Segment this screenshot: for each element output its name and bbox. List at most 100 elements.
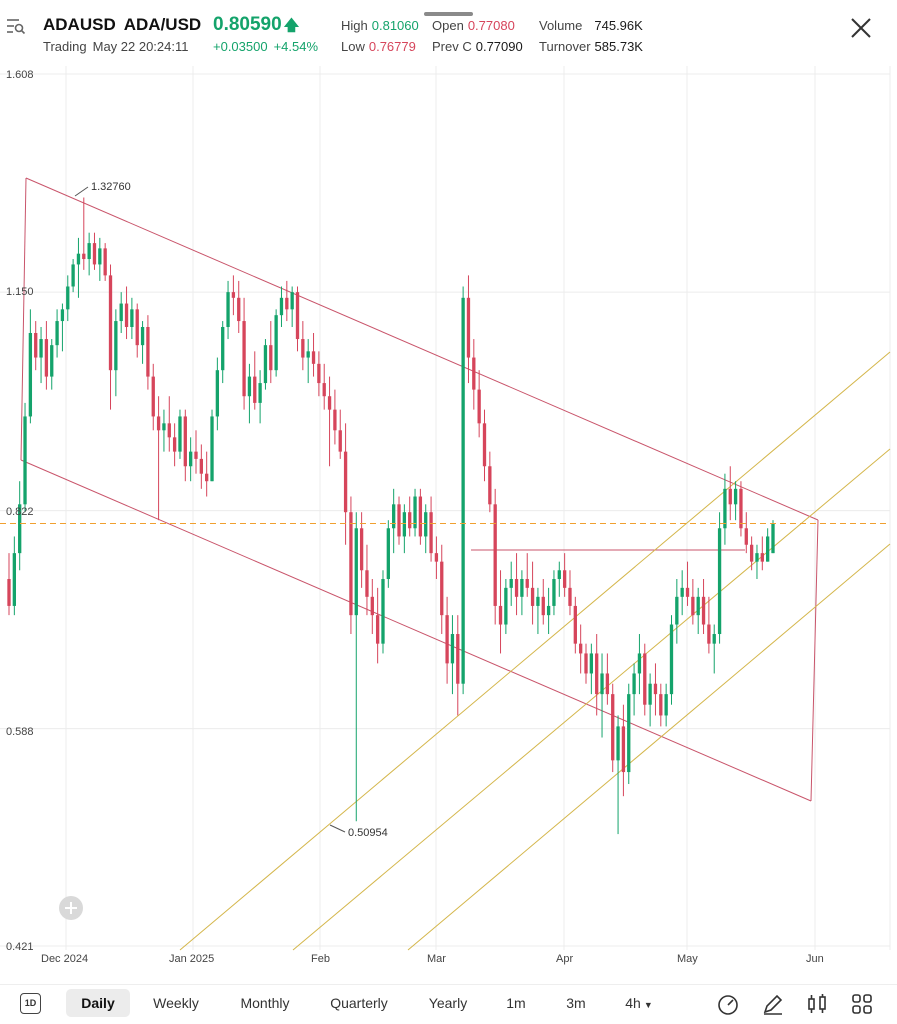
symbol-title: ADAUSD ADA/USD (43, 15, 209, 35)
draw-pencil-icon[interactable] (761, 992, 785, 1016)
candle-up (279, 297, 284, 316)
candle-up (520, 578, 524, 597)
candle-down (482, 423, 487, 467)
candle-up (55, 321, 59, 346)
change-percent: +4.54% (273, 39, 319, 54)
candle-down (343, 451, 348, 513)
chart-canvas[interactable]: 1.608 1.150 0.822 0.588 0.421 1.32760 0.… (0, 66, 897, 984)
candle-down (172, 437, 177, 452)
candle-down (205, 473, 209, 482)
tab-more-timeframes[interactable]: 4h ▼ (621, 989, 657, 1017)
candle-down (653, 683, 658, 695)
candlestick-type-icon[interactable] (805, 992, 829, 1016)
candle-up (402, 512, 407, 537)
candle-down (541, 596, 545, 616)
candle-down (514, 578, 519, 597)
candle-down (82, 253, 86, 260)
candle-up (130, 309, 134, 327)
candle-up (60, 309, 65, 322)
candle-down (349, 512, 353, 616)
candle-up (274, 315, 278, 371)
candle-down (7, 578, 11, 606)
stat-prev-close: Prev C 0.77090 (432, 39, 523, 54)
candle-down (231, 292, 236, 298)
candle-down (760, 553, 764, 562)
tab-3m[interactable]: 3m (566, 995, 586, 1011)
candle-down (151, 376, 155, 417)
candle-down (456, 634, 460, 684)
grid-layout-icon[interactable] (850, 992, 874, 1016)
grid-lines (0, 66, 891, 950)
rising-channel-middle[interactable] (292, 448, 891, 951)
candle-down (493, 504, 497, 606)
candle-up (258, 383, 262, 403)
low-marker-leader (329, 824, 346, 833)
y-tick-label: 1.150 (6, 286, 34, 298)
candle-up (648, 683, 652, 705)
rising-channel-lower[interactable] (407, 543, 891, 951)
trendline-drawings[interactable] (20, 177, 891, 951)
candle-down (749, 544, 754, 562)
close-icon[interactable] (849, 16, 873, 40)
tab-weekly[interactable]: Weekly (153, 995, 199, 1011)
candle-down (691, 596, 695, 616)
drag-handle[interactable] (424, 12, 473, 16)
x-tick-label: Mar (427, 953, 446, 965)
x-tick-label: Dec 2024 (41, 953, 88, 965)
candle-down (605, 673, 610, 695)
candle-down (573, 605, 577, 644)
channel-lower-line[interactable] (20, 459, 812, 802)
y-axis: 1.608 1.150 0.822 0.588 0.421 (6, 69, 34, 953)
tab-daily[interactable]: Daily (66, 989, 130, 1017)
rising-channel-upper[interactable] (179, 351, 891, 951)
candle-up (162, 423, 166, 431)
candle-up (717, 528, 722, 635)
change-value: +0.03500 (213, 39, 268, 54)
tab-yearly[interactable]: Yearly (428, 995, 468, 1011)
candle-up (509, 578, 513, 588)
candle-down (301, 339, 305, 358)
candle-up (504, 587, 508, 625)
add-indicator-button[interactable] (59, 896, 83, 920)
candle-down (34, 332, 38, 358)
candle-up (98, 248, 102, 265)
candle-down (135, 309, 139, 346)
candle-down (322, 383, 326, 397)
candle-up (712, 634, 716, 644)
channel-right-edge[interactable] (810, 519, 819, 802)
high-marker-label: 1.32760 (91, 181, 131, 193)
candle-down (108, 275, 113, 371)
candle-down (317, 363, 321, 384)
candle-up (616, 726, 620, 761)
stat-low: Low 0.76779 (341, 39, 416, 54)
candle-up (600, 673, 604, 695)
x-tick-label: Apr (556, 953, 573, 965)
channel-left-edge[interactable] (20, 177, 27, 461)
candle-up (226, 292, 230, 327)
candle-down (408, 512, 412, 529)
candle-up (680, 587, 684, 597)
tab-monthly[interactable]: Monthly (240, 995, 290, 1011)
candle-up (669, 624, 674, 695)
bottom-toolbar: 1D Daily Weekly Monthly Quarterly Yearly… (0, 984, 897, 1024)
high-marker-leader (74, 186, 89, 197)
candle-down (739, 488, 743, 529)
candle-down (595, 653, 599, 695)
candle-up (290, 292, 294, 310)
candle-up (23, 416, 27, 505)
candle-down (621, 726, 626, 773)
candle-up (723, 488, 727, 529)
price-chart[interactable]: 1.608 1.150 0.822 0.588 0.421 1.32760 0.… (0, 66, 897, 984)
candle-up (733, 488, 738, 505)
interval-icon[interactable]: 1D (20, 993, 41, 1014)
candle-up (771, 523, 775, 554)
candle-down (183, 416, 187, 467)
candle-up (424, 512, 428, 537)
x-axis: Dec 2024 Jan 2025 Feb Mar Apr May Jun (41, 953, 824, 965)
tab-1m[interactable]: 1m (506, 995, 526, 1011)
gauge-icon[interactable] (716, 992, 740, 1016)
menu-search-icon[interactable] (6, 17, 26, 35)
channel-upper-line[interactable] (25, 177, 819, 521)
candle-up (696, 596, 700, 616)
tab-quarterly[interactable]: Quarterly (330, 995, 388, 1011)
